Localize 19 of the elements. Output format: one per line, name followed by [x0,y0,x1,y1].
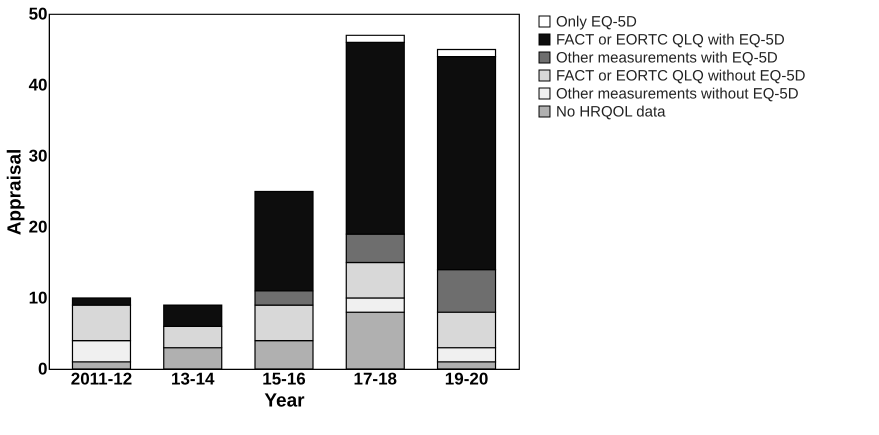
y-tick-label: 50 [28,4,48,24]
y-tick-label: 30 [28,146,48,166]
legend-label: FACT or EORTC QLQ with EQ-5D [556,32,785,48]
y-tick-label: 20 [28,218,48,236]
legend-label: Other measurements with EQ-5D [556,50,778,66]
legend-label: Only EQ-5D [556,14,638,30]
y-tick-label: 0 [38,360,48,378]
y-tick-label: 10 [28,288,48,308]
x-axis-title: Year [264,390,306,412]
y-tick-label: 40 [28,76,48,94]
x-tick-label: 17-18 [354,370,398,388]
legend-label: FACT or EORTC QLQ without EQ-5D [556,68,806,84]
x-tick-label: 19-20 [444,370,488,388]
legend-label: No HRQOL data [556,104,666,120]
x-tick-label: 2011-12 [70,370,132,388]
x-tick-label: 15-16 [262,370,306,388]
x-tick-label: 13-14 [170,370,216,388]
legend-label: Other measurements without EQ-5D [556,86,799,102]
y-axis-title: Appraisal [4,148,26,236]
